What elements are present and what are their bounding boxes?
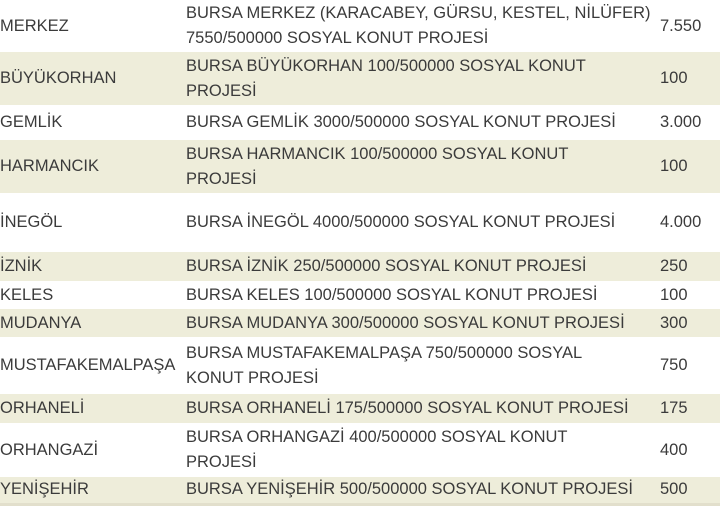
table-row: ORHANELİ BURSA ORHANELİ 175/500000 SOSYA… xyxy=(0,394,720,423)
count-cell: 250 xyxy=(660,257,688,275)
count-cell: 4.000 xyxy=(660,213,702,231)
district-cell: MUSTAFAKEMALPAŞA xyxy=(0,356,176,374)
count-cell: 100 xyxy=(660,69,688,87)
project-cell: BURSA ORHANGAZİ 400/500000 SOSYAL KONUT … xyxy=(186,428,568,471)
project-cell: BURSA ORHANELİ 175/500000 SOSYAL KONUT P… xyxy=(186,399,629,417)
table-row: HARMANCIK BURSA HARMANCIK 100/500000 SOS… xyxy=(0,140,720,193)
project-cell: BURSA MERKEZ (KARACABEY, GÜRSU, KESTEL, … xyxy=(186,4,651,47)
district-cell: İNEGÖL xyxy=(0,213,63,231)
table-row: BÜYÜKORHAN BURSA BÜYÜKORHAN 100/500000 S… xyxy=(0,52,720,105)
count-cell: 175 xyxy=(660,399,688,417)
table-row: İZNİK BURSA İZNİK 250/500000 SOSYAL KONU… xyxy=(0,252,720,281)
count-cell: 100 xyxy=(660,285,688,304)
district-cell: ORHANGAZİ xyxy=(0,440,99,459)
project-cell: BURSA KELES 100/500000 SOSYAL KONUT PROJ… xyxy=(186,285,598,304)
district-cell: GEMLİK xyxy=(0,113,63,131)
project-cell: BURSA BÜYÜKORHAN 100/500000 SOSYAL KONUT… xyxy=(186,56,586,100)
district-cell: KELES xyxy=(0,285,54,304)
table-row: MUDANYA BURSA MUDANYA 300/500000 SOSYAL … xyxy=(0,309,720,337)
count-cell: 400 xyxy=(660,440,688,459)
table-row: KELES BURSA KELES 100/500000 SOSYAL KONU… xyxy=(0,281,720,309)
district-cell: ORHANELİ xyxy=(0,399,85,417)
project-cell: BURSA HARMANCIK 100/500000 SOSYAL KONUT … xyxy=(186,144,569,188)
count-cell: 7.550 xyxy=(660,16,702,35)
project-cell: BURSA MUDANYA 300/500000 SOSYAL KONUT PR… xyxy=(186,313,625,332)
table-body: MERKEZ BURSA MERKEZ (KARACABEY, GÜRSU, K… xyxy=(0,0,720,504)
count-cell: 100 xyxy=(660,157,688,175)
district-cell: HARMANCIK xyxy=(0,157,100,175)
count-cell: 3.000 xyxy=(660,113,702,131)
table-row: İNEGÖL BURSA İNEGÖL 4000/500000 SOSYAL K… xyxy=(0,193,720,252)
table-row: YENİŞEHİR BURSA YENİŞEHİR 500/500000 SOS… xyxy=(0,477,720,504)
district-cell: MUDANYA xyxy=(0,313,82,332)
count-cell: 300 xyxy=(660,313,688,332)
project-cell: BURSA GEMLİK 3000/500000 SOSYAL KONUT PR… xyxy=(186,113,616,131)
table-row: GEMLİK BURSA GEMLİK 3000/500000 SOSYAL K… xyxy=(0,105,720,140)
project-cell: BURSA İNEGÖL 4000/500000 SOSYAL KONUT PR… xyxy=(186,213,616,231)
table-row: MUSTAFAKEMALPAŞA BURSA MUSTAFAKEMALPAŞA … xyxy=(0,337,720,394)
district-cell: BÜYÜKORHAN xyxy=(0,69,117,87)
district-cell: MERKEZ xyxy=(0,16,69,35)
district-cell: YENİŞEHİR xyxy=(0,480,89,499)
table-row: ORHANGAZİ BURSA ORHANGAZİ 400/500000 SOS… xyxy=(0,423,720,477)
table-row: MERKEZ BURSA MERKEZ (KARACABEY, GÜRSU, K… xyxy=(0,0,720,52)
project-cell: BURSA MUSTAFAKEMALPAŞA 750/500000 SOSYAL… xyxy=(186,343,583,387)
district-cell: İZNİK xyxy=(0,257,43,275)
project-cell: BURSA İZNİK 250/500000 SOSYAL KONUT PROJ… xyxy=(186,257,587,275)
project-cell: BURSA YENİŞEHİR 500/500000 SOSYAL KONUT … xyxy=(186,480,633,499)
count-cell: 500 xyxy=(660,480,688,499)
count-cell: 750 xyxy=(660,356,688,374)
